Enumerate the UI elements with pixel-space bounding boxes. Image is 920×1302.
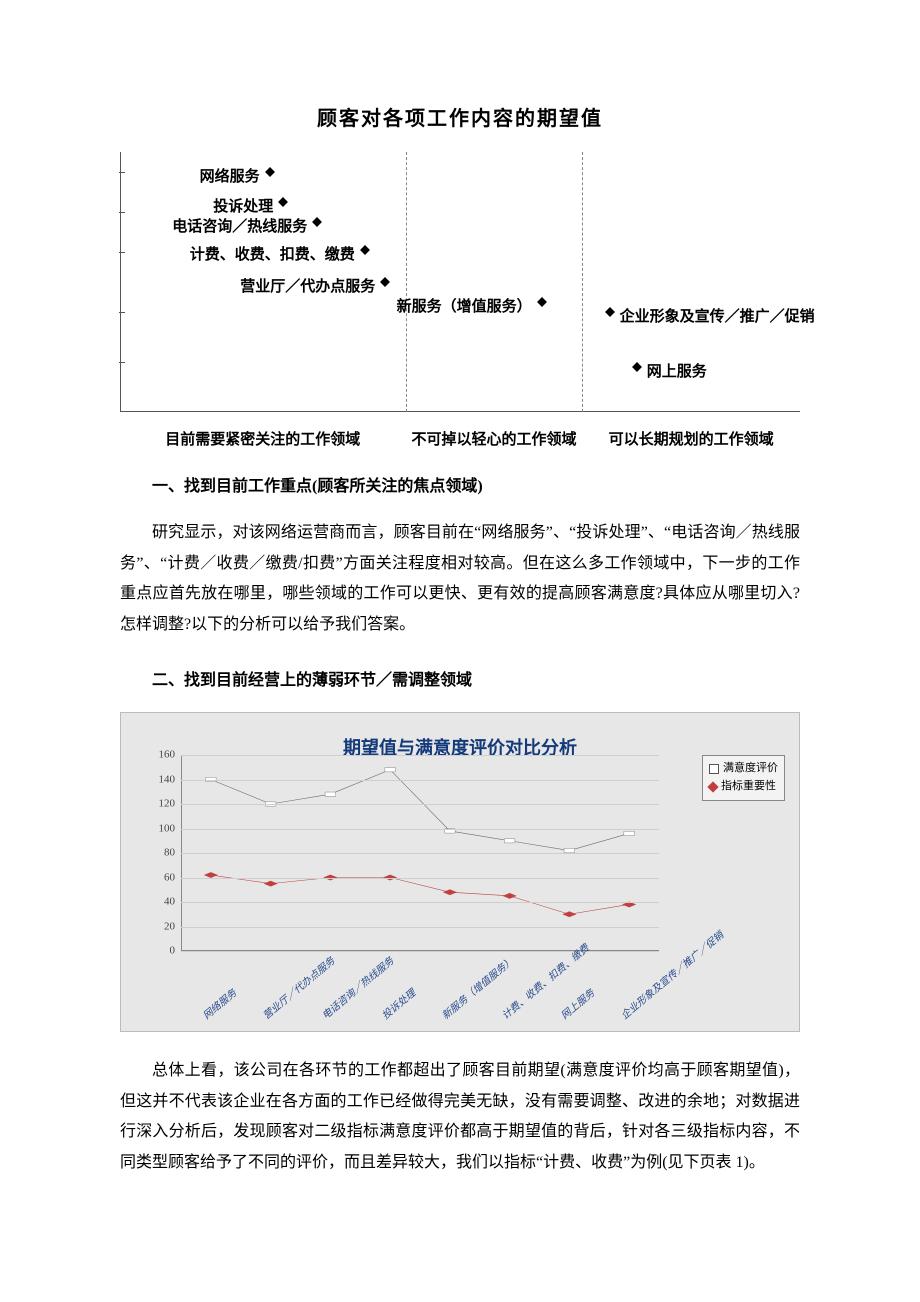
chart1-ytick (119, 212, 125, 213)
chart2-ytick-label: 0 (170, 941, 182, 962)
chart1-x-axis (120, 411, 800, 412)
chart1-group-label: 不可掉以轻心的工作领域 (406, 426, 583, 455)
chart1-point-label: 新服务（增值服务） (397, 293, 542, 322)
section1-heading: 一、找到目前工作重点(顾客所关注的焦点领域) (120, 472, 800, 502)
chart2-x-label: 网上服务 (557, 985, 600, 1025)
chart2-gridline (181, 780, 659, 781)
chart2-ytick-label: 40 (164, 892, 181, 913)
chart2-legend: 满意度评价 指标重要性 (702, 755, 785, 800)
chart1-ytick (119, 362, 125, 363)
chart1-plot: 网络服务投诉处理电话咨询／热线服务计费、收费、扣费、缴费营业厅／代办点服务新服务… (120, 152, 800, 442)
chart1-point-label: 计费、收费、扣费、缴费 (190, 241, 365, 270)
chart2-plot: 020406080100120140160 (181, 755, 659, 951)
chart2-gridline (181, 804, 659, 805)
section1-paragraph: 研究显示，对该网络运营商而言，顾客目前在“网络服务”、“投诉处理”、“电话咨询／… (120, 518, 800, 640)
chart2-gridline (181, 878, 659, 879)
legend-row-satisfaction: 满意度评价 (709, 760, 778, 778)
section2-heading: 二、找到目前经营上的薄弱环节／需调整领域 (120, 666, 800, 696)
chart2-ytick-label: 120 (159, 794, 182, 815)
chart1-point-label: 网上服务 (637, 358, 707, 387)
chart2-gridline (181, 902, 659, 903)
chart2-x-labels: 网络服务营业厅／代办点服务电话咨询／热线服务投诉处理新服务（增值服务）计费、收费… (181, 953, 659, 1025)
chart2-x-label: 网络服务 (199, 985, 242, 1025)
chart1-point-label: 电话咨询／热线服务 (172, 213, 317, 242)
chart1-point-label: 营业厅／代办点服务 (240, 273, 385, 302)
chart2-x-label: 投诉处理 (378, 985, 421, 1025)
diamond-icon (707, 781, 718, 792)
comparison-chart: 期望值与满意度评价对比分析 020406080100120140160 满意度评… (120, 712, 800, 1032)
chart1-point-label: 企业形象及宣传／推广／促销 (610, 303, 815, 332)
legend-label-2: 指标重要性 (721, 778, 776, 796)
legend-row-importance: 指标重要性 (709, 778, 778, 796)
chart2-ytick-label: 100 (159, 818, 182, 839)
chart2-ytick-label: 160 (159, 745, 182, 766)
chart1-ytick (119, 252, 125, 253)
chart2-gridline (181, 927, 659, 928)
chart2-gridline (181, 829, 659, 830)
chart2-ytick-label: 140 (159, 769, 182, 790)
chart1-ytick (119, 172, 125, 173)
chart1-divider (406, 152, 407, 412)
expectation-chart: 顾客对各项工作内容的期望值 网络服务投诉处理电话咨询／热线服务计费、收费、扣费、… (120, 100, 800, 442)
chart1-group-label: 可以长期规划的工作领域 (582, 426, 800, 455)
chart1-ytick (119, 312, 125, 313)
paragraph-after-chart2: 总体上看，该公司在各环节的工作都超出了顾客目前期望(满意度评价均高于顾客期望值)… (120, 1056, 800, 1178)
chart1-group-label: 目前需要紧密关注的工作领域 (120, 426, 406, 455)
chart2-gridline (181, 755, 659, 756)
chart2-ytick-label: 80 (164, 843, 181, 864)
legend-label-1: 满意度评价 (723, 760, 778, 778)
chart2-ytick-label: 20 (164, 916, 181, 937)
chart1-title: 顾客对各项工作内容的期望值 (120, 100, 800, 138)
chart2-ytick-label: 60 (164, 867, 181, 888)
chart1-divider (582, 152, 583, 412)
square-icon (709, 764, 719, 774)
chart1-point-label: 网络服务 (200, 163, 270, 192)
chart2-gridline (181, 853, 659, 854)
chart1-y-axis (120, 152, 121, 412)
